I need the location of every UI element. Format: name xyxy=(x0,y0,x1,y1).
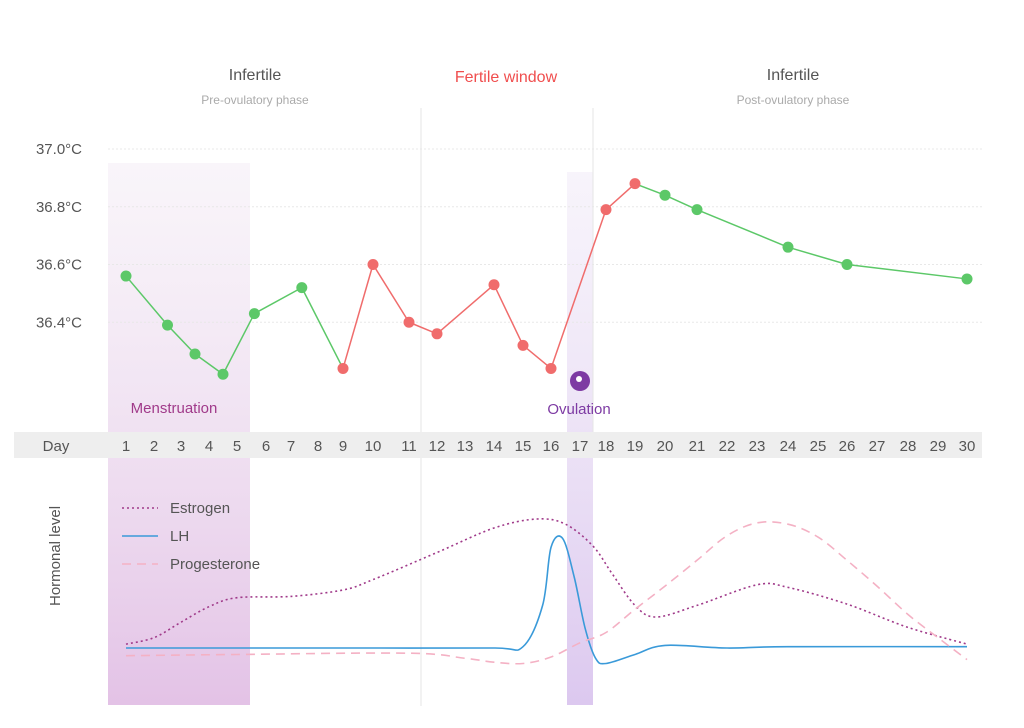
day-tick-label: 3 xyxy=(177,438,185,455)
temperature-segment xyxy=(125,275,169,326)
day-tick-label: 4 xyxy=(205,438,213,455)
temperature-point xyxy=(120,270,132,282)
day-tick-label: 28 xyxy=(900,438,917,455)
phase-subtitle-post: Post-ovulatory phase xyxy=(737,93,850,107)
legend: Estrogen LH Progesterone xyxy=(122,500,260,573)
temperature-point xyxy=(337,362,349,374)
hormonal-axis-label: Hormonal level xyxy=(47,506,64,606)
temperature-segment xyxy=(222,313,256,375)
day-tick-label: 27 xyxy=(869,438,886,455)
phase-title-fertile: Fertile window xyxy=(455,69,558,86)
day-tick-label: 29 xyxy=(930,438,947,455)
temperature-segment xyxy=(436,284,495,335)
temperature-segment xyxy=(522,344,552,370)
day-tick-label: 23 xyxy=(749,438,766,455)
hormone-line-lh xyxy=(126,535,968,665)
temperature-point xyxy=(189,348,201,360)
ovulation-marker xyxy=(570,371,590,391)
temperature-point xyxy=(248,308,260,320)
day-tick-label: 15 xyxy=(515,438,532,455)
hormone-line-progesterone xyxy=(125,520,968,665)
temperature-segment xyxy=(605,183,636,211)
ovulation-label: Ovulation xyxy=(547,401,610,418)
day-tick-label: 14 xyxy=(486,438,503,455)
legend-label-estrogen: Estrogen xyxy=(170,500,230,517)
day-tick-label: 26 xyxy=(839,438,856,455)
day-tick-label: 17 xyxy=(572,438,589,455)
temperature-segment xyxy=(493,284,524,346)
day-tick-label: 12 xyxy=(429,438,446,455)
day-tick-label: 2 xyxy=(150,438,158,455)
menstruation-label: Menstruation xyxy=(131,400,218,417)
day-tick-label: 21 xyxy=(689,438,706,455)
day-tick-label: 30 xyxy=(959,438,976,455)
temperature-segment xyxy=(696,208,789,248)
temperature-point xyxy=(659,189,671,201)
temperature-segment xyxy=(372,264,410,323)
temperature-point xyxy=(961,273,973,285)
temperature-point xyxy=(691,204,703,216)
temperature-segment xyxy=(342,264,374,369)
temperature-lines xyxy=(125,182,968,375)
phase-title-post: Infertile xyxy=(767,67,820,84)
temperature-point xyxy=(367,259,379,270)
y-tick-label: 36.4°C xyxy=(36,314,82,331)
day-tick-label: 6 xyxy=(262,438,270,455)
temperature-point xyxy=(782,241,794,253)
hormone-curves xyxy=(125,518,968,665)
temperature-segment xyxy=(166,324,196,355)
temperature-points xyxy=(120,178,973,380)
temperature-point xyxy=(629,178,641,190)
day-tick-label: 24 xyxy=(780,438,797,455)
temperature-point xyxy=(841,259,853,270)
temperature-segment xyxy=(664,194,698,211)
temperature-grid xyxy=(108,148,982,323)
day-tick-label: 16 xyxy=(543,438,560,455)
temperature-segment xyxy=(301,287,344,369)
temperature-point xyxy=(431,328,443,340)
day-strip xyxy=(14,432,982,458)
day-tick-label: 13 xyxy=(457,438,474,455)
day-tick-label: 8 xyxy=(314,438,322,455)
temperature-point xyxy=(600,204,612,216)
day-tick-label: 22 xyxy=(719,438,736,455)
day-tick-label: 9 xyxy=(339,438,347,455)
phase-subtitle-pre: Pre-ovulatory phase xyxy=(201,93,309,107)
temperature-point xyxy=(517,339,529,351)
day-axis: 1 2 3 4 5 6 7 8 9 10 11 12 13 14 15 16 17 18 19 20 21 22 23 24 2… xyxy=(122,438,976,455)
day-tick-label: 1 xyxy=(122,438,130,455)
temperature-point xyxy=(217,368,229,380)
y-tick-label: 36.8°C xyxy=(36,199,82,216)
temperature-point xyxy=(403,316,415,328)
temperature-segment xyxy=(550,209,607,369)
day-tick-label: 10 xyxy=(365,438,382,455)
temperature-point xyxy=(545,362,557,374)
legend-label-progesterone: Progesterone xyxy=(170,556,260,573)
ovulation-dot-center xyxy=(576,376,582,382)
temperature-segment xyxy=(846,263,968,280)
temperature-point xyxy=(488,279,500,291)
y-tick-label: 37.0°C xyxy=(36,141,82,158)
temperature-segment xyxy=(254,286,303,315)
temperature-point xyxy=(296,282,308,294)
hormone-line-estrogen xyxy=(125,518,968,645)
day-axis-label: Day xyxy=(43,438,70,455)
temperature-point xyxy=(162,319,173,331)
temperature-segment xyxy=(787,246,848,266)
temperature-y-axis: 37.0°C 36.8°C 36.6°C 36.4°C xyxy=(36,141,82,331)
day-tick-label: 19 xyxy=(627,438,644,455)
day-tick-label: 18 xyxy=(598,438,615,455)
temperature-segment xyxy=(194,353,224,375)
y-tick-label: 36.6°C xyxy=(36,257,82,274)
day-tick-label: 7 xyxy=(287,438,295,455)
day-tick-label: 25 xyxy=(810,438,827,455)
legend-label-lh: LH xyxy=(170,528,189,545)
day-tick-label: 11 xyxy=(401,438,417,455)
phase-title-pre: Infertile xyxy=(229,67,282,84)
day-tick-label: 20 xyxy=(657,438,674,455)
day-tick-label: 5 xyxy=(233,438,241,455)
